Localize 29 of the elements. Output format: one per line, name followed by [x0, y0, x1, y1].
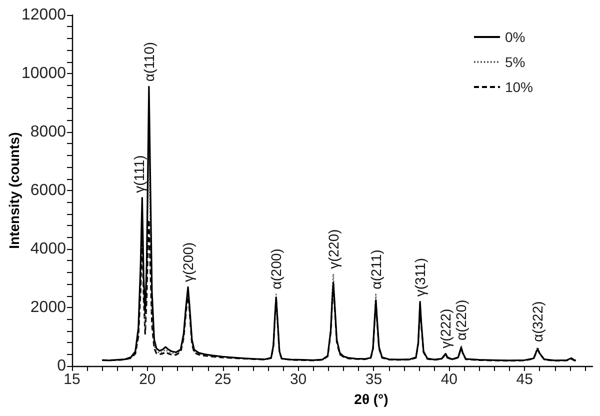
y-tick-label: 2000	[30, 299, 66, 316]
annotation: γ(311)	[412, 258, 428, 297]
x-tick-label: 30	[290, 371, 307, 388]
annotation: α(200)	[268, 248, 284, 290]
annotation: γ(200)	[180, 242, 196, 282]
y-tick-label: 8000	[30, 124, 66, 140]
annotation: α(220)	[453, 300, 470, 341]
x-axis-title: 2θ (°)	[354, 391, 388, 407]
legend-label: 10%	[504, 79, 534, 95]
x-tick-label: 15	[64, 371, 80, 388]
x-tick-label: 20	[139, 371, 156, 388]
y-axis-title: Intensity (counts)	[6, 132, 22, 249]
x-tick-label: 25	[214, 371, 232, 388]
annotation: α(211)	[368, 250, 384, 290]
y-tick-label: 10000	[22, 65, 66, 82]
x-tick-label: 35	[365, 371, 382, 388]
y-tick-label: 12000	[22, 6, 66, 24]
legend-label: 5%	[504, 54, 526, 70]
annotation: γ(220)	[325, 229, 342, 269]
y-tick-label: 0	[57, 358, 66, 374]
y-tick-label: 6000	[30, 182, 66, 199]
annotation: γ(222)	[438, 308, 454, 348]
x-tick-label: 40	[440, 371, 458, 388]
y-tick-label: 4000	[30, 240, 66, 258]
annotation: α(110)	[140, 42, 157, 82]
x-tick-label: 45	[516, 371, 533, 388]
annotation: α(322)	[530, 301, 546, 342]
legend-label: 0%	[504, 29, 526, 45]
annotation: γ(111)	[131, 155, 148, 193]
